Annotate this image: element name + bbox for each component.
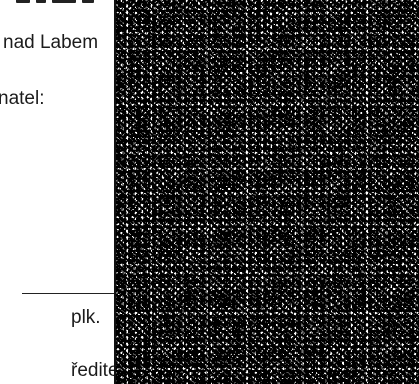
signature-line — [22, 293, 122, 294]
cropped-text-stub — [16, 0, 116, 5]
redacted-noise-block — [114, 0, 419, 384]
signatory-role-label: natel: — [0, 88, 45, 109]
rank-text: plk. — [71, 307, 101, 328]
place-name-text: nad Labem — [3, 32, 99, 53]
title-text: ředite — [71, 360, 119, 381]
